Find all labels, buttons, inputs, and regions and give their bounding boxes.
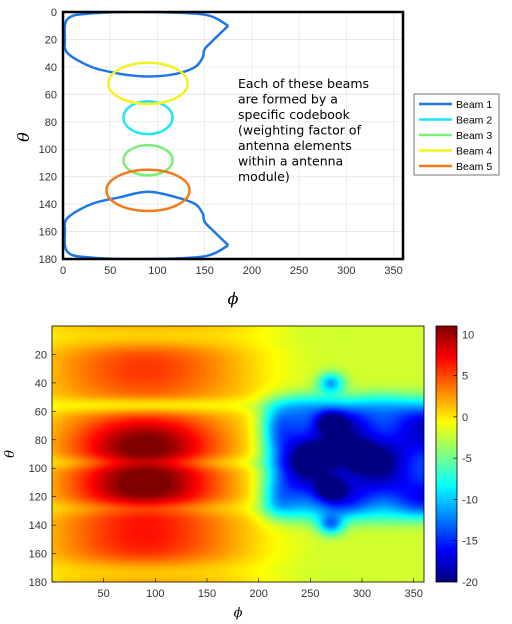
- top-y-tick-0: 0: [51, 7, 57, 19]
- top-y-axis-label: θ: [14, 132, 33, 142]
- top-ticks: 0 50 100 150 200 250 300 350 0 20 40 60 80 100 120 140 1…: [39, 7, 403, 277]
- top-x-tick-4: 200: [243, 265, 261, 277]
- annotation-line-1: Each of these beams: [238, 76, 369, 91]
- heatmap-y-tick-4: 100: [29, 463, 47, 475]
- heatmap-y-tick-6: 140: [29, 520, 47, 532]
- heatmap-x-axis-label: ϕ: [234, 606, 243, 621]
- annotation-line-7: module): [238, 169, 290, 184]
- top-x-tick-2: 100: [148, 265, 166, 277]
- colorbar-tick-6: -20: [462, 577, 478, 589]
- heatmap-plot-area: [52, 326, 424, 582]
- top-plot-frame: [61, 10, 405, 261]
- colorbar-tick-1: 5: [462, 371, 468, 383]
- heatmap-frame: [51, 325, 425, 583]
- heatmap-x-tick-5: 300: [353, 588, 371, 600]
- top-x-tick-7: 350: [384, 265, 402, 277]
- legend-label-beam-2: Beam 2: [456, 115, 492, 127]
- colorbar: 10 5 0 -5 -10 -15 -20: [435, 325, 478, 589]
- heatmap-y-tick-7: 160: [29, 549, 47, 561]
- colorbar-frame: [435, 325, 458, 583]
- legend-label-beam-5: Beam 5: [456, 161, 492, 173]
- legend: Beam 1 Beam 2 Beam 3 Beam 4 Beam 5: [413, 93, 500, 176]
- colorbar-tick-3: -5: [462, 453, 472, 465]
- colorbar-ticks: 10 5 0 -5 -10 -15 -20: [453, 329, 478, 589]
- legend-label-beam-4: Beam 4: [456, 146, 492, 158]
- top-y-tick-8: 160: [39, 227, 57, 239]
- beam-2-contour: [122, 99, 174, 136]
- colorbar-tick-4: -10: [462, 494, 478, 506]
- heatmap-image: [52, 326, 424, 582]
- heatmap-y-tick-2: 60: [35, 406, 47, 418]
- top-x-tick-0: 0: [60, 265, 66, 277]
- annotation-line-4: (weighting factor of: [238, 123, 362, 138]
- beam-4-contour: [107, 61, 189, 106]
- legend-label-beam-3: Beam 3: [456, 130, 492, 142]
- heatmap-y-tick-0: 20: [35, 349, 47, 361]
- heatmap-y-tick-1: 40: [35, 378, 47, 390]
- top-x-tick-1: 50: [104, 265, 116, 277]
- colorbar-tick-5: -15: [462, 536, 478, 548]
- top-x-tick-6: 300: [337, 265, 355, 277]
- heatmap-x-tick-6: 350: [404, 588, 422, 600]
- top-x-axis-label: ϕ: [228, 289, 239, 308]
- colorbar-image: [436, 326, 457, 582]
- heatmap-x-tick-1: 100: [146, 588, 164, 600]
- beam-pattern-chart: 0 50 100 150 200 250 300 350 0 20 40 60 80 100 120 140 1…: [14, 7, 500, 308]
- beam-3-contour: [122, 143, 174, 177]
- top-x-tick-5: 250: [290, 265, 308, 277]
- top-y-tick-1: 20: [45, 34, 57, 46]
- heatmap-x-tick-3: 200: [249, 588, 267, 600]
- heatmap-x-tick-2: 150: [198, 588, 216, 600]
- top-y-tick-4: 80: [45, 117, 57, 129]
- top-y-tick-6: 120: [39, 172, 57, 184]
- heatmap-y-tick-3: 80: [35, 435, 47, 447]
- top-y-tick-9: 180: [39, 254, 57, 266]
- heatmap-y-tick-8: 180: [29, 577, 47, 589]
- top-y-tick-2: 40: [45, 62, 57, 74]
- annotation-line-5: antenna elements: [238, 138, 352, 153]
- top-x-tick-3: 150: [195, 265, 213, 277]
- colorbar-tick-0: 10: [462, 329, 474, 341]
- heatmap-x-tick-0: 50: [98, 588, 110, 600]
- top-y-tick-7: 140: [39, 199, 57, 211]
- heatmap-x-tick-4: 250: [301, 588, 319, 600]
- heatmap-y-axis-label: θ: [3, 450, 18, 458]
- gain-heatmap-chart: 50 100 150 200 250 300 35020406080100120140160…: [3, 325, 478, 621]
- annotation-line-6: within a antenna: [238, 154, 343, 169]
- annotation-line-2: are formed by a: [238, 92, 338, 107]
- annotation-line-3: specific codebook: [238, 107, 351, 122]
- legend-label-beam-1: Beam 1: [456, 99, 492, 111]
- colorbar-tick-2: 0: [462, 412, 468, 424]
- heatmap-ticks: 50 100 150 200 250 300 350 20 40 60 80 100 120 140 160…: [29, 349, 423, 600]
- top-y-tick-5: 100: [39, 144, 57, 156]
- heatmap-y-tick-5: 120: [29, 492, 47, 504]
- top-y-tick-3: 60: [45, 89, 57, 101]
- beam-5-contour: [105, 168, 191, 213]
